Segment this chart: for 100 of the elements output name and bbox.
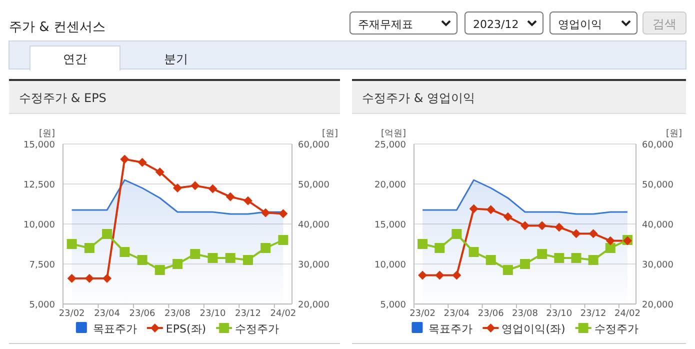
point xyxy=(208,253,218,263)
x-tick-label: 23/08 xyxy=(512,309,538,319)
y-tick-label: 5,000 xyxy=(380,300,406,310)
point xyxy=(503,212,512,222)
point xyxy=(155,168,164,176)
point xyxy=(502,265,513,275)
x-tick-label: 24/02 xyxy=(270,309,296,319)
y2-tick-label: 20,000 xyxy=(642,300,674,310)
point xyxy=(260,243,271,253)
point xyxy=(572,229,581,238)
point xyxy=(84,274,94,283)
point xyxy=(418,270,428,280)
text: 주재무제표 xyxy=(358,18,413,31)
point xyxy=(588,229,598,238)
point xyxy=(588,255,598,265)
point xyxy=(486,255,496,265)
y-axis-title: [원] xyxy=(38,129,55,139)
y2-tick-label: 20,000 xyxy=(298,300,330,310)
legend-label: EPS(좌) xyxy=(166,322,206,336)
y-tick-label: 5,000 xyxy=(29,300,56,310)
y-tick-label: 20,000 xyxy=(374,180,406,190)
y-axis-title: [억원] xyxy=(380,129,406,139)
legend-label: 목표주가 xyxy=(428,322,473,336)
y2-tick-label: 60,000 xyxy=(642,140,674,150)
y2-tick-label: 30,000 xyxy=(642,260,674,270)
text: 2023/12 xyxy=(473,18,519,31)
point xyxy=(172,259,182,269)
y2-tick-label: 30,000 xyxy=(298,260,330,270)
legend-label: 목표주가 xyxy=(92,322,137,336)
point xyxy=(538,221,547,230)
text: 연간 xyxy=(63,52,87,66)
legend-label: 영업이익(좌) xyxy=(502,322,566,336)
x-tick-label: 24/02 xyxy=(614,309,640,319)
y-tick-label: 25,000 xyxy=(374,140,406,150)
point xyxy=(137,255,148,265)
y2-tick-label: 50,000 xyxy=(298,180,330,190)
point xyxy=(208,184,218,194)
point xyxy=(278,235,288,245)
text: 영업이익 xyxy=(558,18,602,31)
y-tick-label: 12,500 xyxy=(24,180,56,190)
text: 검색 xyxy=(652,17,676,31)
point xyxy=(154,265,165,275)
y-tick-label: 10,000 xyxy=(24,220,56,230)
point xyxy=(605,243,616,253)
point xyxy=(102,229,112,239)
point xyxy=(190,249,200,259)
point xyxy=(537,249,548,259)
x-tick-label: 23/10 xyxy=(546,309,572,319)
x-tick-label: 23/12 xyxy=(234,309,261,319)
point xyxy=(520,221,530,230)
point xyxy=(452,270,462,280)
point xyxy=(486,205,496,214)
y2-tick-label: 40,000 xyxy=(298,220,330,230)
point xyxy=(554,253,564,263)
point xyxy=(554,222,564,232)
y2-tick-label: 60,000 xyxy=(298,140,330,150)
point xyxy=(66,239,77,249)
point xyxy=(418,239,428,249)
point xyxy=(226,192,235,202)
y2-axis-title: [원] xyxy=(666,129,682,139)
x-tick-label: 23/10 xyxy=(200,309,226,319)
chart-title: 수정주가 & 영업이익 xyxy=(362,91,475,105)
point xyxy=(261,208,270,218)
y2-tick-label: 40,000 xyxy=(642,220,674,230)
x-tick-label: 23/04 xyxy=(94,309,120,319)
y2-axis-title: [원] xyxy=(322,129,338,139)
point xyxy=(571,253,582,263)
point xyxy=(468,247,479,257)
y-tick-label: 15,000 xyxy=(374,220,406,230)
point xyxy=(606,236,615,246)
point xyxy=(173,184,182,192)
x-tick-label: 23/02 xyxy=(410,309,436,319)
y-tick-label: 10,000 xyxy=(374,260,406,270)
x-tick-label: 23/06 xyxy=(478,309,504,319)
x-tick-label: 23/08 xyxy=(164,309,191,319)
x-tick-label: 23/06 xyxy=(129,309,156,319)
point xyxy=(67,274,76,283)
text: 분기 xyxy=(164,52,188,66)
x-tick-label: 23/02 xyxy=(58,309,85,319)
y2-tick-label: 50,000 xyxy=(642,180,674,190)
point xyxy=(242,255,253,265)
point xyxy=(278,209,288,218)
point xyxy=(435,270,444,280)
point xyxy=(452,229,462,239)
point xyxy=(84,243,94,253)
x-tick-label: 23/04 xyxy=(444,309,470,319)
x-tick-label: 23/12 xyxy=(580,309,606,319)
point xyxy=(120,154,130,164)
y-tick-label: 7,500 xyxy=(29,260,56,270)
point xyxy=(520,259,530,269)
point xyxy=(434,243,445,253)
point xyxy=(138,158,147,167)
y-tick-label: 15,000 xyxy=(24,140,56,150)
point xyxy=(102,274,112,283)
chart-title: 수정주가 & EPS xyxy=(19,91,106,105)
point xyxy=(190,181,200,190)
legend-label: 수정주가 xyxy=(235,322,280,336)
point xyxy=(469,204,478,214)
point xyxy=(120,247,130,257)
legend-label: 수정주가 xyxy=(594,322,638,336)
